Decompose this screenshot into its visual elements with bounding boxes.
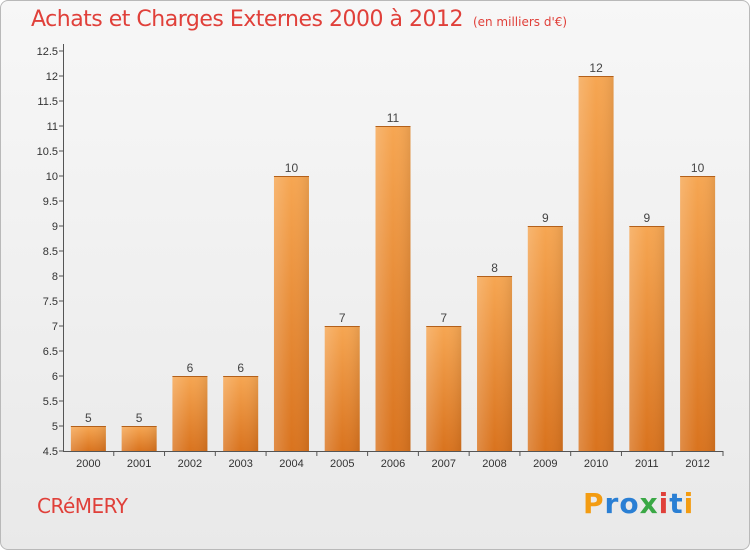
y-tick-label: 6 — [52, 371, 58, 383]
bar-shine — [273, 176, 309, 451]
y-tick-label: 11 — [47, 121, 58, 133]
chart-title-text: Achats et Charges Externes 2000 à 2012 — [31, 7, 463, 32]
bar-2005 — [324, 326, 360, 451]
bar-2001 — [121, 426, 157, 451]
x-tick-label: 2006 — [381, 458, 405, 470]
x-tick-label: 2012 — [685, 458, 709, 470]
logo-letter: o — [619, 487, 640, 520]
bar-shine — [527, 226, 563, 451]
bar-shine — [680, 176, 716, 451]
data-label: 7 — [339, 311, 346, 325]
bar-shine — [629, 226, 665, 451]
y-tick-label: 8 — [52, 271, 58, 283]
bar-shine — [375, 126, 411, 451]
proxiti-logo: Proxiti — [583, 487, 694, 520]
x-tick-label: 2009 — [533, 458, 557, 470]
x-tick-label: 2007 — [432, 458, 456, 470]
bar-2011 — [629, 226, 665, 451]
data-label: 11 — [387, 111, 400, 125]
chart-unit: (en milliers d'€) — [472, 15, 568, 29]
bar-shine — [426, 326, 462, 451]
data-label: 6 — [187, 361, 194, 375]
y-tick-label: 11.5 — [37, 96, 58, 108]
data-label: 6 — [237, 361, 244, 375]
data-label: 9 — [644, 211, 651, 225]
y-tick-label: 10.5 — [37, 146, 58, 158]
bar-2007 — [426, 326, 462, 451]
bar-shine — [578, 76, 614, 451]
y-tick-label: 4.5 — [43, 446, 58, 458]
y-tick-label: 6.5 — [43, 346, 58, 358]
bar-shine — [324, 326, 360, 451]
y-tick-label: 12 — [46, 71, 58, 83]
y-tick-label: 5 — [52, 421, 58, 433]
commune-name: CRéMERY — [37, 494, 128, 518]
bar-2008 — [477, 276, 513, 451]
y-tick-label: 9.5 — [43, 196, 58, 208]
y-tick-label: 9 — [52, 221, 58, 233]
logo-letter: x — [639, 487, 659, 520]
bar-2003 — [223, 376, 259, 451]
data-label: 9 — [542, 211, 549, 225]
data-label: 5 — [136, 411, 143, 425]
x-tick-label: 2005 — [330, 458, 354, 470]
bar-shine — [121, 426, 157, 451]
logo-letter: P — [583, 487, 605, 520]
y-tick-label: 7 — [52, 321, 58, 333]
logo-letter: t — [669, 487, 684, 520]
logo-letter: i — [658, 487, 670, 520]
data-label: 8 — [491, 261, 498, 275]
data-label: 10 — [285, 161, 299, 175]
bar-2009 — [527, 226, 563, 451]
logo-letter: i — [683, 487, 695, 520]
x-tick-label: 2003 — [228, 458, 252, 470]
x-tick-label: 2001 — [127, 458, 151, 470]
x-tick-label: 2011 — [635, 458, 659, 470]
bar-shine — [172, 376, 208, 451]
data-label: 5 — [85, 411, 92, 425]
x-tick-label: 2000 — [76, 458, 100, 470]
bar-shine — [70, 426, 106, 451]
bar-2002 — [172, 376, 208, 451]
chart-title: Achats et Charges Externes 2000 à 2012 (e… — [31, 7, 567, 32]
x-tick-label: 2004 — [279, 458, 303, 470]
y-tick-label: 7.5 — [43, 296, 58, 308]
bar-shine — [223, 376, 259, 451]
bar-2012 — [680, 176, 716, 451]
y-tick-label: 5.5 — [43, 396, 58, 408]
bar-2004 — [273, 176, 309, 451]
logo-letter: r — [604, 487, 620, 520]
bar-2006 — [375, 126, 411, 451]
y-tick-label: 10 — [46, 171, 58, 183]
data-label: 12 — [589, 61, 603, 75]
bar-2000 — [70, 426, 106, 451]
x-tick-label: 2008 — [482, 458, 506, 470]
data-label: 10 — [691, 161, 705, 175]
x-tick-label: 2010 — [584, 458, 608, 470]
data-label: 7 — [440, 311, 447, 325]
y-tick-label: 8.5 — [43, 246, 58, 258]
bar-shine — [477, 276, 513, 451]
x-tick-label: 2002 — [178, 458, 202, 470]
bar-2010 — [578, 76, 614, 451]
y-tick-label: 12.5 — [37, 46, 58, 58]
